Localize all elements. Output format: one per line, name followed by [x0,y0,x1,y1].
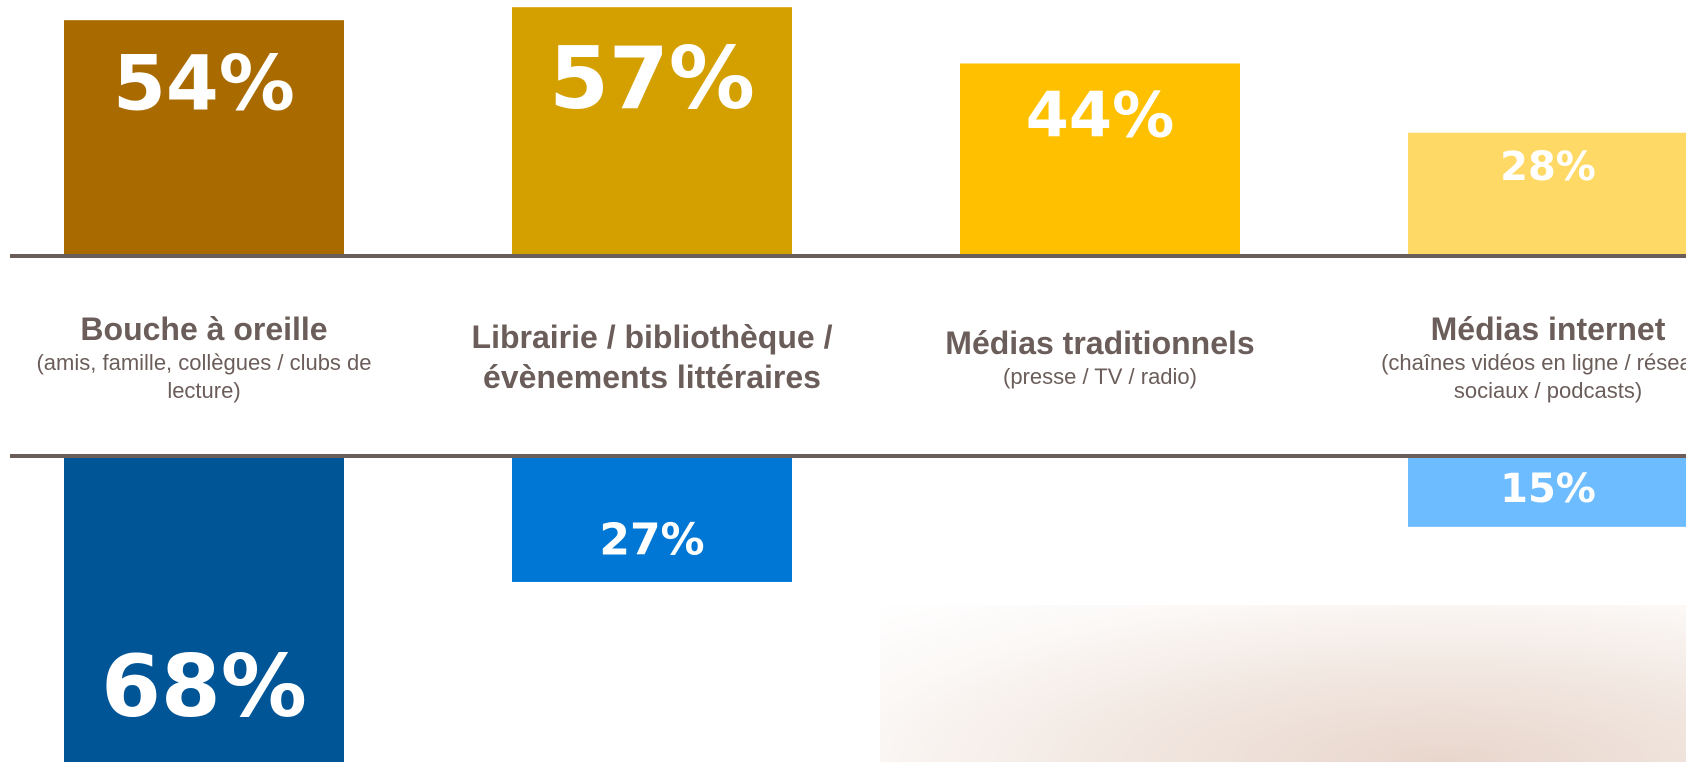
value-label: 54% [113,39,295,128]
category-label: Médias internet(chaînes vidéos en ligne … [1358,262,1686,452]
category-label: Librairie / bibliothèque / évènements li… [462,262,842,452]
category-label: Médias traditionnels(presse / TV / radio… [910,262,1290,452]
value-label: 44% [1026,78,1174,151]
category-note: (amis, famille, collègues / clubs de lec… [14,349,394,405]
value-label: 27% [599,514,704,565]
value-label: 28% [1500,144,1596,190]
value-label: 57% [549,29,755,129]
category-title: Bouche à oreille [80,309,327,349]
category-title: Médias internet [1431,309,1666,349]
category-note: (chaînes vidéos en ligne / réseaux socia… [1358,349,1686,405]
category-title: Médias traditionnels [945,323,1254,363]
value-label: 68% [101,637,307,737]
category-note: (presse / TV / radio) [1003,363,1197,391]
category-title: Librairie / bibliothèque / évènements li… [462,317,842,397]
category-label: Bouche à oreille(amis, famille, collègue… [14,262,394,452]
page: 54%57%44%28%68%27%15% (() => { const dat… [0,0,1686,762]
value-label: 15% [1500,466,1596,512]
